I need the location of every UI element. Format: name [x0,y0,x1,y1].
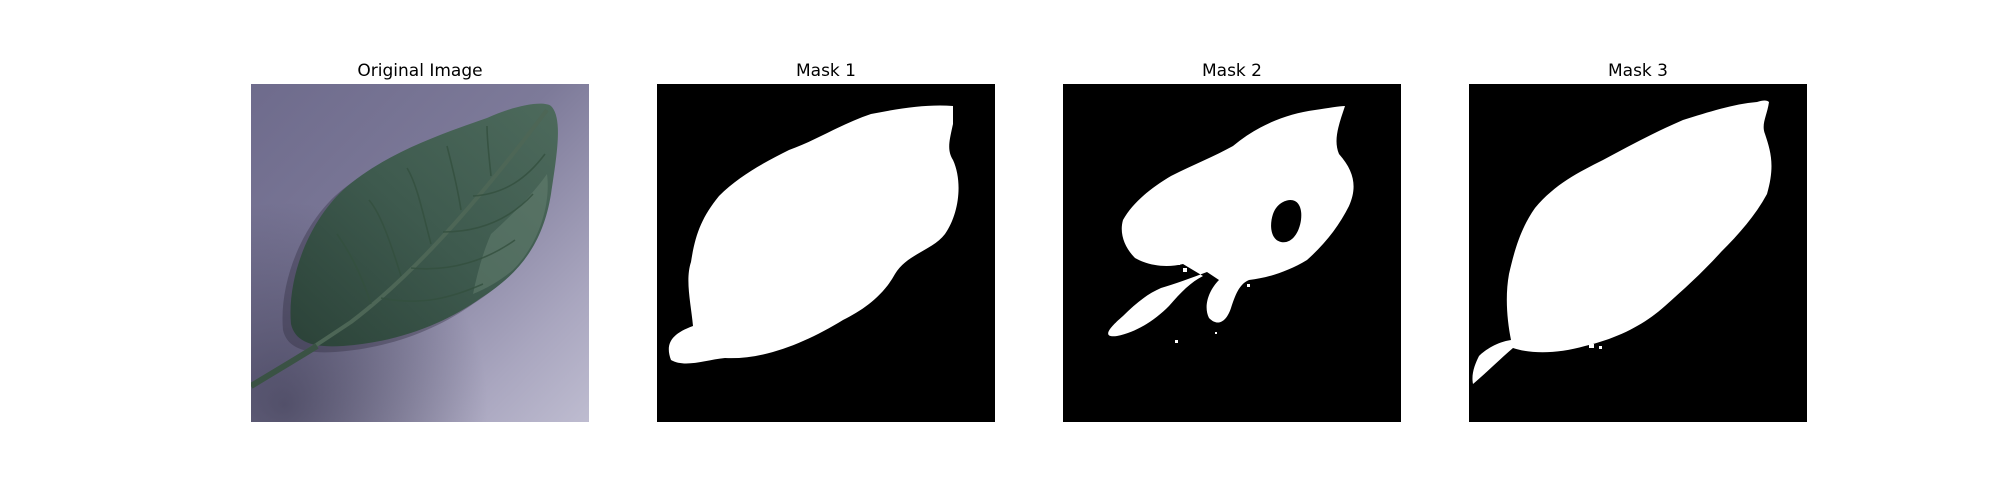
mask-3-panel: Mask 3 [1469,58,1807,422]
mask-1-panel: Mask 1 [657,58,995,422]
mask-3-leaf-region [1472,100,1772,384]
mask-2-hole [1271,200,1302,243]
mask-2-panel: Mask 2 [1063,58,1401,422]
mask-1-leaf-region [668,105,959,364]
original-image-title: Original Image [357,61,483,81]
mask-1-image [657,84,995,422]
mask-2-image [1063,84,1401,422]
mask-2-noise-specks [1151,184,1250,343]
mask-1-title: Mask 1 [795,61,856,81]
mask-2-leaf-region [1108,106,1354,337]
leaf-blade [290,103,558,347]
mask-2-title: Mask 2 [1201,61,1262,81]
mask-3-image [1469,84,1807,422]
mask-3-title: Mask 3 [1607,61,1668,81]
original-leaf-photo [251,84,589,422]
original-image-panel: Original Image [251,58,589,422]
